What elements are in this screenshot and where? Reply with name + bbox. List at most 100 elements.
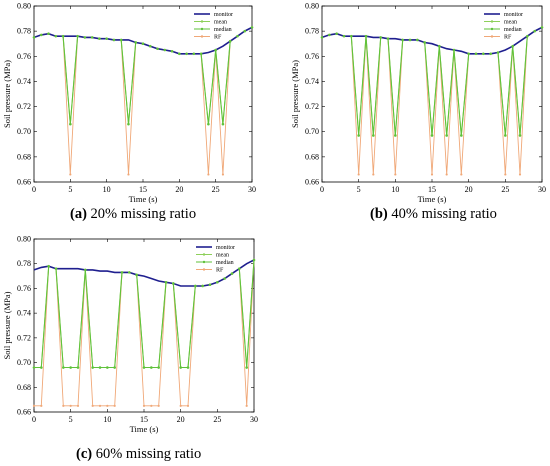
median-point bbox=[364, 34, 368, 38]
legend-label-mean: mean bbox=[214, 20, 227, 26]
rf-point bbox=[445, 173, 448, 176]
median-point bbox=[185, 52, 188, 56]
median-point bbox=[156, 47, 159, 51]
median-point bbox=[61, 34, 65, 38]
median-point bbox=[47, 32, 50, 35]
rf-point bbox=[76, 404, 80, 407]
rf-point bbox=[504, 173, 507, 176]
y-axis-label: Soil pressure (MPa) bbox=[290, 60, 300, 128]
median-point bbox=[230, 272, 234, 275]
median-point bbox=[221, 122, 225, 126]
median-point bbox=[54, 267, 58, 270]
rf-point bbox=[142, 404, 146, 407]
median-point bbox=[357, 134, 360, 137]
y-tick-label: 0.74 bbox=[17, 309, 31, 318]
median-point bbox=[98, 366, 102, 369]
median-point bbox=[105, 37, 108, 40]
x-axis-label: Time (s) bbox=[129, 194, 158, 204]
y-tick-label: 0.72 bbox=[17, 333, 31, 342]
legend-marker-rf bbox=[200, 35, 204, 38]
x-tick-label: 25 bbox=[213, 415, 221, 424]
x-tick-label: 30 bbox=[248, 185, 256, 194]
median-point bbox=[134, 41, 138, 44]
median-point bbox=[54, 34, 58, 38]
y-tick-label: 0.72 bbox=[17, 102, 31, 111]
rf-point bbox=[394, 173, 397, 176]
median-point bbox=[179, 366, 182, 369]
median-point bbox=[207, 122, 210, 126]
legend-label-median: median bbox=[216, 260, 234, 266]
median-point bbox=[320, 36, 324, 39]
rf-point bbox=[40, 404, 43, 407]
x-tick-label: 20 bbox=[177, 415, 185, 424]
y-tick-label: 0.78 bbox=[17, 27, 31, 36]
median-point bbox=[401, 38, 404, 42]
x-tick-label: 10 bbox=[103, 415, 111, 424]
y-tick-label: 0.70 bbox=[17, 358, 31, 367]
x-tick-label: 5 bbox=[68, 185, 72, 194]
chart-panel-a: 0 5 10 15 20 25 30 0.66 0.68 0.70 0.72 0.74 0.76 0.78… bbox=[2, 2, 256, 205]
y-tick-label: 0.66 bbox=[17, 408, 31, 417]
legend-marker-median bbox=[202, 260, 206, 264]
median-point bbox=[496, 51, 500, 54]
x-tick-label: 30 bbox=[538, 185, 546, 194]
rf-point bbox=[372, 173, 375, 176]
rf-point bbox=[127, 173, 130, 176]
rf-point bbox=[113, 404, 116, 407]
legend-label-monitor: monitor bbox=[214, 12, 233, 18]
median-point bbox=[178, 52, 181, 56]
rf-point bbox=[518, 173, 522, 176]
median-point bbox=[120, 271, 124, 274]
median-point bbox=[32, 36, 36, 39]
rf-point bbox=[357, 173, 360, 176]
y-tick-label: 0.78 bbox=[17, 259, 31, 268]
rf-point bbox=[179, 404, 182, 407]
median-point bbox=[214, 48, 217, 52]
median-point bbox=[243, 29, 247, 33]
x-tick-label: 15 bbox=[139, 185, 147, 194]
rf-point bbox=[69, 173, 72, 176]
median-point bbox=[438, 44, 441, 48]
legend-marker-median bbox=[490, 27, 494, 31]
median-point bbox=[40, 366, 43, 369]
rf-point bbox=[69, 404, 72, 407]
legend-marker-mean bbox=[200, 20, 204, 23]
legend-label-median: median bbox=[214, 27, 232, 33]
caption-c-letter: (c) bbox=[76, 446, 93, 462]
y-axis-label: Soil pressure (MPa) bbox=[2, 291, 12, 359]
rf-point bbox=[91, 404, 94, 407]
median-point bbox=[83, 36, 87, 39]
median-point bbox=[164, 280, 168, 284]
median-point bbox=[106, 366, 109, 369]
legend-label-rf: RF bbox=[504, 35, 512, 41]
median-point bbox=[511, 44, 514, 48]
median-point bbox=[216, 280, 219, 284]
rf-point bbox=[221, 173, 225, 176]
y-tick-label: 0.76 bbox=[17, 284, 31, 293]
caption-b-letter: (b) bbox=[370, 206, 388, 222]
median-point bbox=[113, 366, 116, 369]
median-point bbox=[186, 366, 190, 369]
median-point bbox=[98, 37, 101, 40]
rf-point bbox=[62, 404, 65, 407]
x-tick-label: 25 bbox=[501, 185, 509, 194]
legend-label-mean: mean bbox=[504, 20, 517, 26]
median-point bbox=[150, 366, 153, 369]
median-point bbox=[467, 52, 470, 56]
caption-c-text: 60% missing ratio bbox=[92, 446, 202, 462]
median-point bbox=[236, 34, 239, 38]
chart-panel-c: 0 5 10 15 20 25 30 0.66 0.68 0.70 0.72 0.74 0.76 0.78… bbox=[2, 235, 258, 435]
rf-point bbox=[430, 173, 434, 176]
caption-a-text: 20% missing ratio bbox=[86, 206, 197, 222]
x-tick-label: 30 bbox=[250, 415, 258, 424]
legend-label-mean: mean bbox=[216, 253, 229, 259]
median-point bbox=[228, 39, 232, 43]
rf-point bbox=[460, 173, 463, 176]
rf-point bbox=[207, 173, 210, 176]
median-point bbox=[69, 122, 72, 126]
median-point bbox=[128, 271, 131, 274]
caption-b-text: 40% missing ratio bbox=[387, 206, 497, 222]
median-point bbox=[157, 366, 160, 369]
rf-point bbox=[98, 404, 102, 407]
y-tick-label: 0.76 bbox=[305, 52, 319, 61]
